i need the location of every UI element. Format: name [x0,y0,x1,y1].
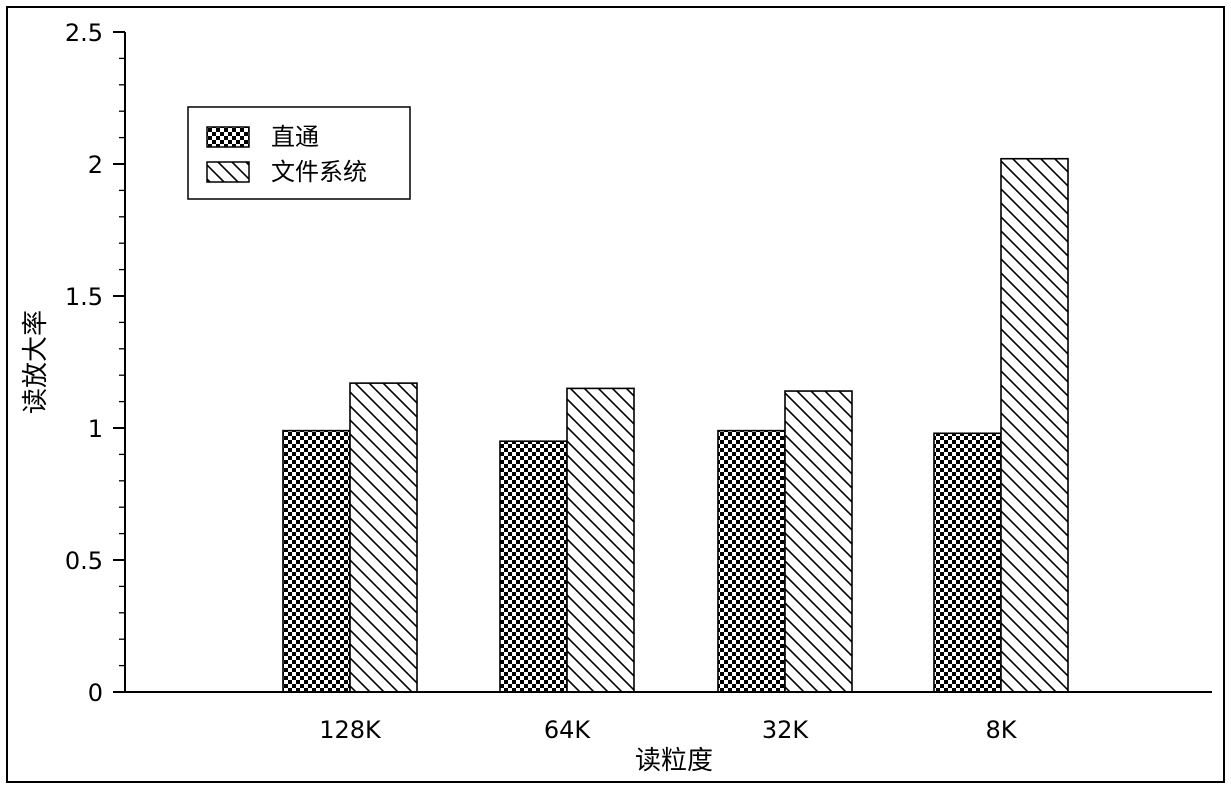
bars-layer [282,157,1069,693]
x-tick-label: 8K [985,716,1017,744]
legend-swatch-filesystem [206,161,250,183]
legend: 直通 文件系统 [187,106,411,200]
bar-direct-32K [717,429,786,693]
legend-label-filesystem: 文件系统 [271,158,367,186]
y-tick-label: 0.5 [65,547,103,575]
x-tick-label: 128K [319,716,382,744]
legend-box [187,106,411,200]
legend-label-direct: 直通 [271,123,319,151]
y-axis-label: 读放大率 [21,310,51,414]
bar-direct-64K [499,440,568,693]
y-tick-label: 2 [88,151,103,179]
bar-direct-8K [933,432,1002,693]
x-axis-label: 读粒度 [635,746,713,776]
bar-filesystem-8K [1000,157,1069,693]
bar-filesystem-32K [784,390,853,693]
bar-filesystem-64K [566,387,635,693]
y-tick-label: 0 [88,679,103,707]
x-axis: 128K 64K 32K 8K [125,691,1212,744]
x-tick-label: 64K [544,716,592,744]
bar-filesystem-128K [349,382,418,693]
bar-direct-128K [282,429,351,693]
legend-swatch-direct [206,126,250,148]
y-tick-label: 1.5 [65,283,103,311]
y-axis: 0 0.5 1 1.5 2 2.5 [65,19,126,707]
y-tick-label: 2.5 [65,19,103,47]
y-tick-label: 1 [88,415,103,443]
figure-border [6,6,1225,783]
x-tick-label: 32K [762,716,810,744]
